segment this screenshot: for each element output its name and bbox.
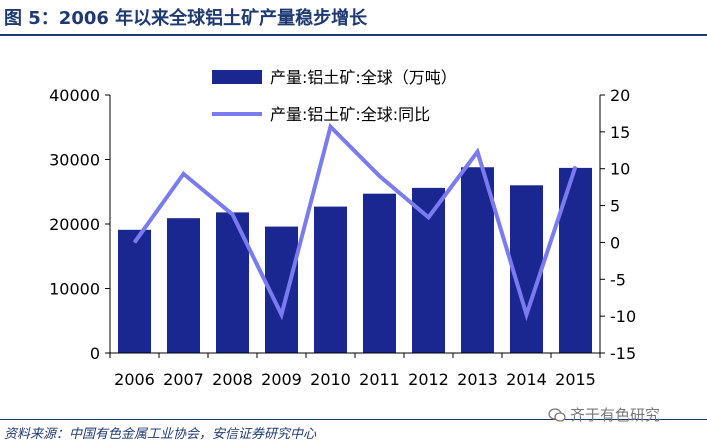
yoy-point-2008	[232, 213, 233, 215]
x-tick-label: 2007	[163, 370, 204, 389]
bar-2012	[412, 187, 445, 353]
right-tick-label: 20	[610, 86, 630, 105]
left-tick-label: 30000	[49, 151, 100, 170]
x-tick-label: 2012	[408, 370, 449, 389]
yoy-point-2010	[330, 126, 331, 128]
x-tick-label: 2008	[212, 370, 253, 389]
yoy-growth-line	[132, 122, 578, 322]
bar-2011	[363, 193, 396, 353]
legend-line-label: 产量:铝土矿:全球:同比	[270, 105, 430, 124]
right-tick-label: -15	[610, 344, 636, 363]
right-tick-label: 15	[610, 123, 630, 142]
right-tick-label: 5	[610, 197, 620, 216]
x-tick-label: 2013	[457, 370, 498, 389]
left-tick-label: 20000	[49, 215, 100, 234]
bar-2006	[118, 229, 151, 353]
right-tick-label: -10	[610, 307, 636, 326]
bar-2014	[510, 185, 543, 353]
left-tick-label: 40000	[49, 86, 100, 105]
bar-2008	[216, 212, 249, 353]
source-divider	[0, 419, 707, 420]
wechat-icon	[548, 407, 566, 422]
yoy-point-2007	[183, 173, 184, 175]
bar-2007	[167, 218, 200, 353]
chart-title: 图 5：2006 年以来全球铝土矿产量稳步增长	[4, 8, 368, 29]
title-divider	[0, 34, 707, 36]
watermark: 齐于有色研究	[548, 404, 660, 425]
x-tick-label: 2014	[506, 370, 547, 389]
right-tick-label: 0	[610, 233, 620, 252]
legend-bar-label: 产量:铝土矿:全球（万吨）	[270, 68, 457, 87]
legend-bar-swatch	[212, 70, 262, 84]
yoy-point-2015	[575, 166, 576, 168]
x-tick-label: 2011	[359, 370, 400, 389]
watermark-text: 齐于有色研究	[570, 406, 661, 424]
bar-2013	[461, 167, 494, 353]
left-tick-label: 10000	[49, 280, 100, 299]
yoy-point-2011	[379, 175, 380, 177]
bar-2010	[314, 206, 347, 353]
yoy-point-2012	[428, 216, 429, 218]
left-tick-label: 0	[90, 344, 100, 363]
source-note: 资料来源：中国有色金属工业协会，安信证券研究中心	[4, 427, 317, 442]
yoy-point-2006	[134, 241, 135, 243]
right-tick-label: 10	[610, 160, 630, 179]
yoy-point-2013	[477, 151, 478, 153]
right-tick-label: -5	[610, 270, 626, 289]
yoy-point-2009	[281, 314, 282, 316]
x-tick-label: 2009	[261, 370, 302, 389]
x-tick-label: 2010	[310, 370, 351, 389]
x-tick-label: 2015	[555, 370, 596, 389]
x-tick-label: 2006	[114, 370, 155, 389]
yoy-point-2014	[526, 314, 527, 316]
